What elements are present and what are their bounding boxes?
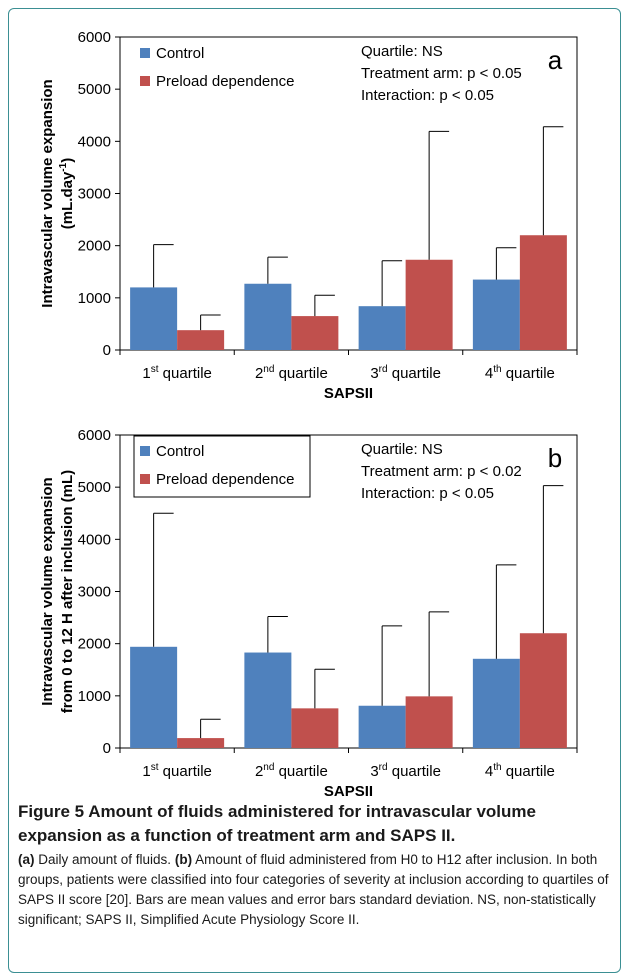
chart-a-bar xyxy=(358,306,406,350)
chart-b-bar xyxy=(358,705,406,748)
chart-a-annotation: Quartile: NS xyxy=(361,43,443,60)
chart-a-ytick-label: 5000 xyxy=(78,81,111,98)
chart-b-bar xyxy=(519,633,567,748)
chart-b-legend-swatch xyxy=(140,474,150,484)
chart-a-category-label: 4th quartile xyxy=(485,364,555,382)
chart-b-category-label: 3rd quartile xyxy=(370,762,441,780)
caption-part-b-text: Amount of fluid administered from H0 to … xyxy=(18,852,609,927)
chart-a-bar xyxy=(519,235,567,350)
chart-a-ytick-label: 3000 xyxy=(78,186,111,203)
chart-b-annotation: Interaction: p < 0.05 xyxy=(361,485,494,502)
chart-a-legend-label: Control xyxy=(156,45,204,62)
chart-a-category-label: 3rd quartile xyxy=(370,364,441,382)
chart-a-bar xyxy=(291,316,339,350)
chart-b-category-label: 2nd quartile xyxy=(255,762,328,780)
chart-a-ytick-label: 1000 xyxy=(78,290,111,307)
chart-b-ytick-label: 5000 xyxy=(78,479,111,496)
chart-b-panel-letter: b xyxy=(548,443,562,473)
chart-a-bar xyxy=(472,279,520,350)
chart-a-panel-letter: a xyxy=(548,45,563,75)
chart-b-category-label: 4th quartile xyxy=(485,762,555,780)
chart-a-ytick-label: 2000 xyxy=(78,238,111,255)
chart-b-ytick-label: 4000 xyxy=(78,531,111,548)
chart-a-annotation: Treatment arm: p < 0.05 xyxy=(361,65,522,82)
chart-b-annotation: Quartile: NS xyxy=(361,441,443,458)
chart-b-ytick-label: 0 xyxy=(103,740,111,757)
chart-a-bar xyxy=(405,259,453,350)
caption-part-a-label: (a) xyxy=(18,852,35,867)
caption-body: (a) Daily amount of fluids. (b) Amount o… xyxy=(18,850,618,930)
chart-a-xlabel: SAPSII xyxy=(324,385,373,400)
chart-a-annotation: Interaction: p < 0.05 xyxy=(361,87,494,104)
chart-a-legend-label: Preload dependence xyxy=(156,73,294,90)
chart-a-bar xyxy=(244,283,292,350)
chart-a-bar xyxy=(177,330,225,350)
chart-b-bar xyxy=(177,738,225,748)
chart-b-annotation: Treatment arm: p < 0.02 xyxy=(361,463,522,480)
chart-b-ytick-label: 6000 xyxy=(78,427,111,444)
chart-b: 0 1000 2000 3000 4000 5000 6000 1st quartile 2nd… xyxy=(39,427,578,798)
chart-a-legend-swatch xyxy=(140,48,150,58)
chart-b-xlabel: SAPSII xyxy=(324,783,373,798)
chart-a-category-label: 1st quartile xyxy=(142,364,212,382)
chart-b-bar xyxy=(130,646,178,748)
figure-caption: Figure 5 Amount of fluids administered f… xyxy=(18,800,618,930)
chart-a-ytick-label: 6000 xyxy=(78,29,111,46)
chart-b-bar xyxy=(405,696,453,748)
chart-b-ytick-label: 2000 xyxy=(78,636,111,653)
chart-b-ytick-label: 3000 xyxy=(78,584,111,601)
caption-part-b-label: (b) xyxy=(174,852,193,867)
caption-title: Figure 5 Amount of fluids administered f… xyxy=(18,802,536,845)
chart-b-legend-swatch xyxy=(140,446,150,456)
chart-a-ytick-label: 4000 xyxy=(78,133,111,150)
chart-a-legend-swatch xyxy=(140,76,150,86)
chart-a-ylabel: Intravascular volume expansion (mL.day-1) xyxy=(39,79,76,307)
chart-b-legend-label: Preload dependence xyxy=(156,471,294,488)
chart-b-bar xyxy=(291,708,339,748)
chart-b-legend-box xyxy=(133,435,311,498)
chart-a-category-label: 2nd quartile xyxy=(255,364,328,382)
chart-b-bar xyxy=(244,652,292,748)
chart-b-category-label: 1st quartile xyxy=(142,762,212,780)
chart-b-legend-label: Control xyxy=(156,443,204,460)
chart-b-ytick-label: 1000 xyxy=(78,688,111,705)
chart-b-ylabel: Intravascular volume expansion from 0 to … xyxy=(39,470,76,713)
chart-a: 0 1000 2000 3000 4000 5000 6000 1st quartile 2nd… xyxy=(39,29,578,400)
caption-part-a-text: Daily amount of fluids. xyxy=(34,852,175,867)
chart-a-bar xyxy=(130,287,178,350)
chart-b-bar xyxy=(472,658,520,748)
figure-frame xyxy=(8,8,621,973)
chart-a-ytick-label: 0 xyxy=(103,342,111,359)
